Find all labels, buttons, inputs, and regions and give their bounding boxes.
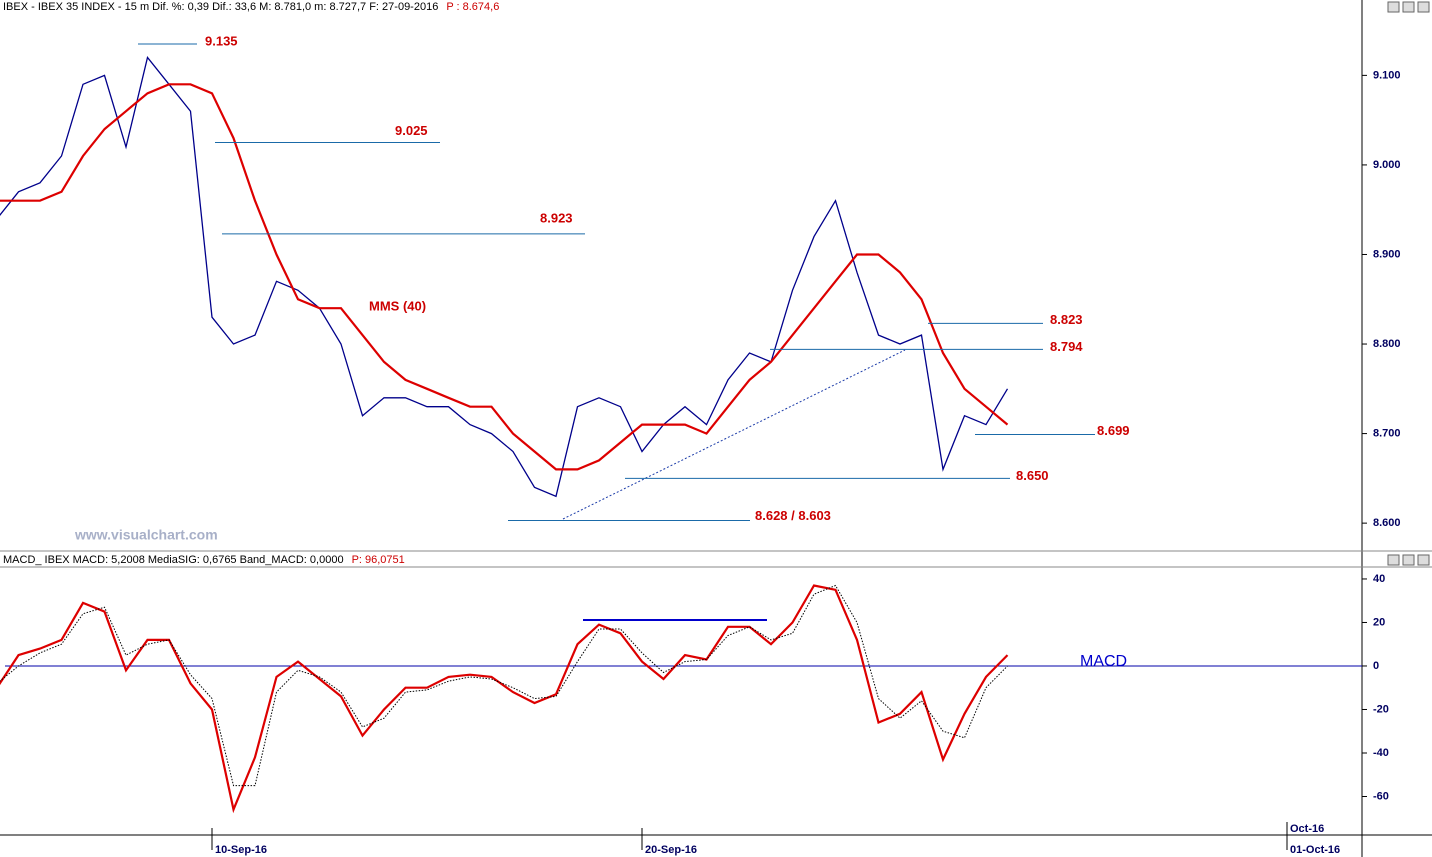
level-label: 9.025 [395,123,428,138]
y-tick-label: 8.800 [1373,338,1401,350]
level-label: 8.650 [1016,468,1049,483]
pane-last-value: P: 96,0751 [352,554,405,566]
y-tick-label: 0 [1373,660,1379,672]
trend-line [562,349,906,520]
level-label: 8.823 [1050,312,1083,327]
series-line [0,56,1009,498]
level-label: 8.794 [1050,339,1083,354]
x-tick-label: 10-Sep-16 [215,844,267,856]
close-button[interactable] [1417,1,1430,13]
series-label: MMS (40) [369,298,426,313]
level-label: 8.699 [1097,423,1130,438]
y-tick-label: -60 [1373,790,1389,802]
watermark: www.visualchart.com [74,527,218,543]
x-month-label: Oct-16 [1290,823,1324,835]
level-label: 9.135 [205,33,238,48]
series-label: MACD [1080,653,1127,670]
y-tick-label: 9.000 [1373,159,1401,171]
level-label: 8.923 [540,210,573,225]
y-tick-label: 9.100 [1373,69,1401,81]
x-tick-label: 20-Sep-16 [645,844,697,856]
level-label: 8.628 / 8.603 [755,508,831,523]
minimize-button[interactable] [1387,554,1400,566]
pane-title: MACD_ IBEX MACD: 5,2008 MediaSIG: 0,6765… [3,554,344,566]
close-button[interactable] [1417,554,1430,566]
y-tick-label: 8.900 [1373,248,1401,260]
y-tick-label: 8.600 [1373,517,1401,529]
y-tick-label: 40 [1373,573,1385,585]
maximize-button[interactable] [1402,1,1415,13]
x-tick-label: 01-Oct-16 [1290,844,1340,856]
pane-title: IBEX - IBEX 35 INDEX - 15 m Dif. %: 0,39… [3,1,438,13]
y-tick-label: 20 [1373,616,1385,628]
y-tick-label: -40 [1373,747,1389,759]
series-line [0,83,1009,471]
pane-last-value: P : 8.674,6 [446,1,499,13]
minimize-button[interactable] [1387,1,1400,13]
y-tick-label: 8.700 [1373,427,1401,439]
series-line [0,584,1009,814]
maximize-button[interactable] [1402,554,1415,566]
y-tick-label: -20 [1373,703,1389,715]
window-buttons[interactable] [1387,1,1430,566]
